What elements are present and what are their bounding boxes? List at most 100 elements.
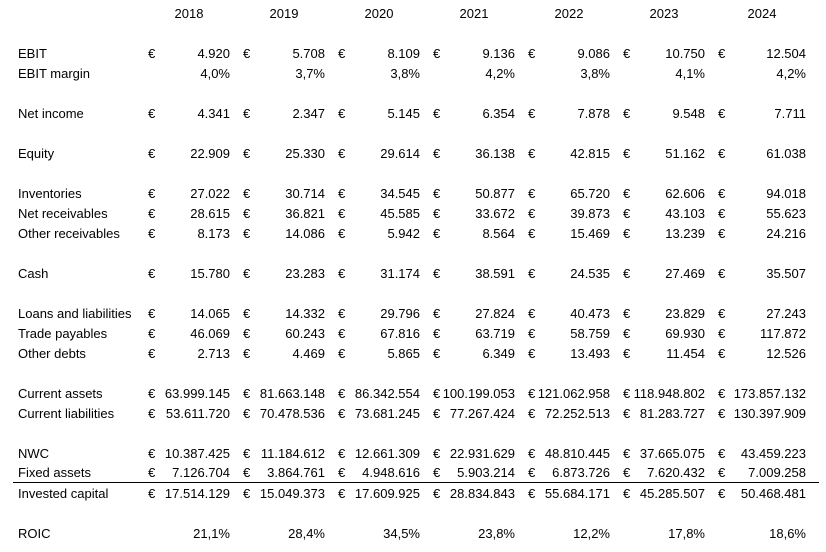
cell-value-2020: 17.609.925 <box>354 485 420 501</box>
cell-value-2023: 7.620.432 <box>647 465 705 480</box>
cell-value-2020: 34,5% <box>383 525 420 541</box>
cell-2023: € 4,1% <box>623 66 718 81</box>
euro-symbol: € <box>528 45 536 61</box>
cell-2020: € 3,8% <box>338 66 433 81</box>
euro-symbol: € <box>148 105 156 121</box>
cell-2024: € <box>718 286 819 301</box>
cell-2021: € <box>433 166 528 181</box>
cell-value-2019: 28,4% <box>288 525 325 541</box>
cell-2019: € 23.283 <box>243 266 338 281</box>
table-row: € € € € € <box>13 83 819 103</box>
cell-2018: € 10.387.425 <box>148 446 243 461</box>
cell-2024: € <box>718 246 819 261</box>
cell-2018: € 63.999.145 <box>148 386 243 401</box>
cell-value-2022: 13.493 <box>570 345 610 361</box>
cell-2022: € 121.062.958 <box>528 386 623 401</box>
cell-2023: € 51.162 <box>623 146 718 161</box>
cell-2018: € <box>148 286 243 301</box>
cell-value-2024: 7.711 <box>774 105 806 121</box>
cell-2024: € <box>718 426 819 441</box>
cell-value-2024: 43.459.223 <box>740 445 806 461</box>
cell-value-2023: 23.829 <box>665 305 705 321</box>
year-header: 2023 <box>649 5 679 21</box>
year-header: 2019 <box>269 5 299 21</box>
euro-symbol: € <box>623 205 631 221</box>
cell-value-2024: 4,2% <box>776 65 806 81</box>
cell-2021: € 8.564 <box>433 226 528 241</box>
euro-symbol: € <box>718 145 726 161</box>
row-label: Current liabilities <box>18 405 115 421</box>
euro-symbol: € <box>433 265 441 281</box>
cell-2024: € 61.038 <box>718 146 819 161</box>
cell-2020: € <box>338 286 433 301</box>
euro-symbol: € <box>148 325 156 341</box>
euro-symbol: € <box>338 485 346 501</box>
cell-value-2023: 17,8% <box>668 525 705 541</box>
cell-value-2023: 45.285.507 <box>639 485 705 501</box>
cell-2024: € <box>718 166 819 181</box>
cell-2022: € 55.684.171 <box>528 486 623 501</box>
cell-2019: € 5.708 <box>243 46 338 61</box>
row-label: Trade payables <box>18 325 108 341</box>
cell-2021: € 36.138 <box>433 146 528 161</box>
euro-symbol: € <box>338 105 346 121</box>
row-label: Equity <box>18 145 55 161</box>
cell-2020: € <box>338 166 433 181</box>
euro-symbol: € <box>433 205 441 221</box>
cell-2019: € 15.049.373 <box>243 486 338 501</box>
cell-value-2024: 94.018 <box>766 185 806 201</box>
euro-symbol: € <box>433 465 441 480</box>
cell-2019: € 3,7% <box>243 66 338 81</box>
cell-2018: € 4.920 <box>148 46 243 61</box>
euro-symbol: € <box>528 345 536 361</box>
cell-2021: € 100.199.053 <box>433 386 528 401</box>
cell-value-2020: 29.614 <box>380 145 420 161</box>
cell-2020: € 34.545 <box>338 186 433 201</box>
cell-value-2018: 17.514.129 <box>164 485 230 501</box>
cell-value-2023: 62.606 <box>665 185 705 201</box>
euro-symbol: € <box>243 325 251 341</box>
cell-value-2019: 23.283 <box>285 265 325 281</box>
cell-2024: € 50.468.481 <box>718 486 819 501</box>
cell-value-2019: 11.184.612 <box>260 445 325 461</box>
euro-symbol: € <box>243 205 251 221</box>
cell-2019: € 11.184.612 <box>243 446 338 461</box>
cell-2021: € 6.354 <box>433 106 528 121</box>
cell-2020: € 8.109 <box>338 46 433 61</box>
cell-value-2018: 2.713 <box>197 345 230 361</box>
cell-2019: € <box>243 126 338 141</box>
cell-value-2023: 118.948.802 <box>633 385 705 401</box>
table-row: € € € € € <box>13 23 819 43</box>
cell-2023: € <box>623 426 718 441</box>
cell-value-2021: 8.564 <box>482 225 515 241</box>
cell-2018: € 17.514.129 <box>148 486 243 501</box>
cell-2021: € <box>433 126 528 141</box>
cell-2018: € 21,1% <box>148 526 243 541</box>
euro-symbol: € <box>528 445 536 461</box>
year-header: 2018 <box>174 5 204 21</box>
table-row: NWC € 10.387.425 € 11.184.612 € 12.661.3… <box>13 443 819 463</box>
cell-2018: € <box>148 26 243 41</box>
cell-value-2022: 3,8% <box>580 65 610 81</box>
cell-value-2020: 73.681.245 <box>354 405 420 421</box>
row-label: EBIT <box>18 45 47 61</box>
cell-value-2020: 8.109 <box>387 45 420 61</box>
table-row: € € € € € <box>13 243 819 263</box>
euro-symbol: € <box>718 345 726 361</box>
cell-2018: € <box>148 246 243 261</box>
cell-2021: € <box>433 506 528 521</box>
cell-value-2018: 28.615 <box>190 205 230 221</box>
euro-symbol: € <box>243 145 251 161</box>
euro-symbol: € <box>243 485 251 501</box>
cell-2021: € 22.931.629 <box>433 446 528 461</box>
cell-2020: € 34,5% <box>338 526 433 541</box>
cell-value-2020: 3,8% <box>390 65 420 81</box>
row-label: Invested capital <box>18 485 109 501</box>
euro-symbol: € <box>243 45 251 61</box>
year-header: 2021 <box>459 5 489 21</box>
cell-value-2021: 27.824 <box>475 305 515 321</box>
cell-value-2020: 4.948.616 <box>362 465 420 480</box>
euro-symbol: € <box>718 265 726 281</box>
cell-2022: € <box>528 506 623 521</box>
cell-2021: € 4,2% <box>433 66 528 81</box>
